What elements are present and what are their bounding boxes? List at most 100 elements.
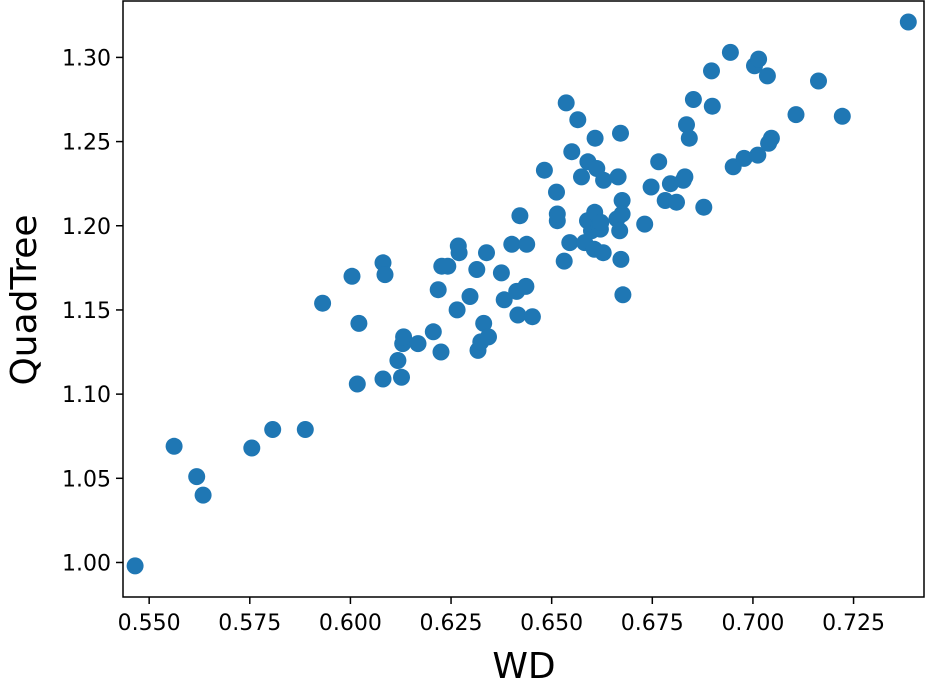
y-tick-label: 1.15 bbox=[62, 299, 111, 324]
data-point bbox=[517, 277, 535, 295]
data-point bbox=[429, 281, 447, 299]
data-point bbox=[548, 183, 565, 201]
data-point bbox=[678, 116, 695, 134]
x-tick-label: 0.675 bbox=[621, 611, 684, 636]
data-point bbox=[376, 266, 394, 284]
x-tick-label: 0.600 bbox=[319, 611, 382, 636]
x-tick-label: 0.650 bbox=[520, 611, 583, 636]
x-tick-label: 0.575 bbox=[218, 611, 281, 636]
data-point bbox=[557, 94, 575, 112]
data-point bbox=[439, 257, 457, 275]
y-tick-label: 1.10 bbox=[62, 383, 111, 408]
data-point bbox=[594, 244, 612, 262]
data-point bbox=[611, 222, 629, 240]
data-point bbox=[475, 314, 493, 332]
data-point bbox=[695, 198, 713, 216]
data-point bbox=[595, 171, 613, 189]
x-tick-label: 0.725 bbox=[822, 611, 885, 636]
data-point bbox=[680, 129, 698, 147]
data-point bbox=[758, 67, 776, 85]
data-point bbox=[573, 168, 590, 186]
data-point bbox=[787, 106, 805, 124]
data-point bbox=[750, 50, 768, 68]
points-layer bbox=[126, 13, 917, 575]
data-point bbox=[762, 129, 780, 147]
x-axis-label: WD bbox=[492, 646, 555, 687]
data-point bbox=[424, 323, 442, 341]
data-point bbox=[461, 288, 479, 305]
data-point bbox=[614, 286, 632, 304]
data-point bbox=[612, 250, 630, 268]
data-point bbox=[393, 368, 410, 386]
data-point bbox=[703, 97, 721, 115]
data-point bbox=[450, 244, 468, 262]
data-point bbox=[509, 306, 527, 324]
data-point bbox=[518, 235, 536, 253]
data-point bbox=[314, 294, 332, 312]
y-axis-label: QuadTree bbox=[4, 214, 45, 385]
data-point bbox=[535, 161, 553, 179]
data-point bbox=[676, 168, 694, 186]
data-point bbox=[523, 308, 541, 326]
data-point bbox=[480, 328, 497, 346]
data-point bbox=[609, 168, 627, 186]
data-point bbox=[735, 149, 753, 167]
data-point bbox=[703, 62, 720, 80]
data-point bbox=[636, 215, 654, 233]
y-tick-label: 1.00 bbox=[62, 551, 111, 576]
data-point bbox=[350, 314, 368, 332]
data-point bbox=[348, 375, 366, 393]
data-point bbox=[613, 205, 631, 223]
data-point bbox=[243, 439, 261, 457]
x-tick-label: 0.625 bbox=[420, 611, 483, 636]
data-point bbox=[503, 235, 521, 253]
data-point bbox=[642, 178, 660, 196]
x-tick-label: 0.550 bbox=[118, 611, 181, 636]
data-point bbox=[194, 486, 212, 504]
data-point bbox=[296, 421, 314, 438]
x-tick-label: 0.700 bbox=[721, 611, 784, 636]
data-point bbox=[409, 335, 427, 353]
data-point bbox=[389, 352, 407, 369]
data-point bbox=[495, 291, 513, 309]
data-point bbox=[165, 437, 183, 455]
data-point bbox=[563, 143, 581, 161]
data-point bbox=[126, 557, 144, 575]
data-point bbox=[374, 370, 392, 388]
data-point bbox=[432, 343, 450, 361]
data-point bbox=[188, 468, 206, 486]
data-point bbox=[810, 72, 827, 90]
data-point bbox=[592, 213, 610, 231]
y-axis-ticks: 1.00 1.05 1.10 1.15 1.20 1.25 1.30 bbox=[62, 46, 123, 576]
data-point bbox=[749, 146, 767, 164]
data-point bbox=[448, 301, 466, 319]
data-point bbox=[668, 193, 685, 211]
data-point bbox=[684, 91, 702, 108]
data-point bbox=[555, 252, 573, 270]
data-point bbox=[613, 192, 631, 209]
data-point bbox=[343, 267, 361, 285]
data-point bbox=[468, 261, 486, 278]
data-point bbox=[586, 129, 604, 147]
data-point bbox=[833, 107, 851, 125]
data-point bbox=[395, 328, 413, 346]
data-point bbox=[661, 175, 679, 193]
data-point bbox=[264, 421, 282, 438]
y-tick-label: 1.20 bbox=[62, 215, 111, 240]
plot-frame bbox=[122, 0, 925, 598]
data-point bbox=[612, 124, 629, 142]
data-point bbox=[721, 43, 739, 61]
data-point bbox=[569, 111, 587, 129]
data-point bbox=[650, 153, 668, 171]
data-point bbox=[511, 207, 529, 225]
data-point bbox=[899, 13, 917, 31]
data-point bbox=[561, 234, 579, 252]
data-point bbox=[492, 264, 510, 282]
data-point bbox=[478, 244, 495, 262]
y-tick-label: 1.30 bbox=[62, 46, 111, 71]
x-axis-ticks: 0.550 0.575 0.600 0.625 0.650 0.675 0.700 0.725 bbox=[118, 597, 885, 636]
data-point bbox=[548, 205, 566, 223]
y-tick-label: 1.05 bbox=[62, 467, 111, 492]
